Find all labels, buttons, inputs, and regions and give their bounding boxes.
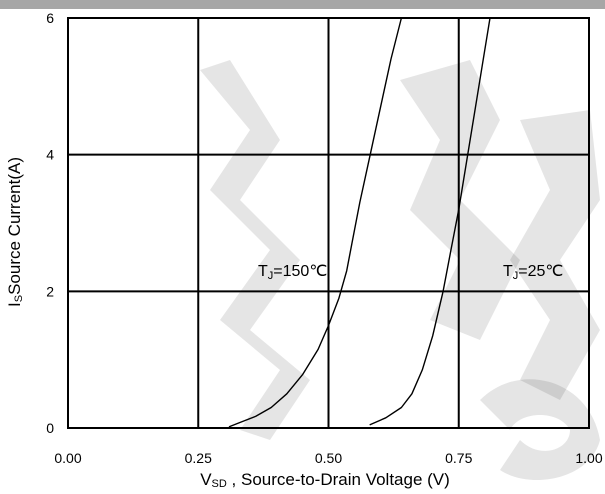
series-line-tj150 bbox=[228, 17, 403, 428]
y-tick-labels: 0 2 4 6 bbox=[46, 10, 54, 436]
y-tick-label: 0 bbox=[46, 420, 54, 436]
x-tick-labels: 0.00 0.25 0.50 0.75 1.00 bbox=[54, 450, 602, 466]
x-tick-label: 0.25 bbox=[185, 450, 212, 466]
y-tick-label: 6 bbox=[46, 10, 54, 26]
x-tick-label: 0.75 bbox=[445, 450, 472, 466]
y-axis-title: ISSource Current(A) bbox=[5, 157, 25, 307]
curves bbox=[228, 17, 491, 428]
top-bar bbox=[0, 0, 605, 9]
x-tick-label: 0.50 bbox=[315, 450, 342, 466]
x-tick-label: 1.00 bbox=[575, 450, 602, 466]
x-axis-title: VSD , Source-to-Drain Voltage (V) bbox=[200, 470, 450, 490]
series-line-tj25 bbox=[369, 17, 491, 426]
series-label-tj25: TJ=25℃ bbox=[503, 263, 563, 282]
plot-frame bbox=[67, 17, 590, 429]
grid bbox=[68, 18, 589, 428]
series-label-tj150: TJ=150℃ bbox=[258, 263, 327, 282]
y-tick-label: 4 bbox=[46, 147, 54, 163]
y-tick-label: 2 bbox=[46, 283, 54, 299]
x-tick-label: 0.00 bbox=[54, 450, 81, 466]
